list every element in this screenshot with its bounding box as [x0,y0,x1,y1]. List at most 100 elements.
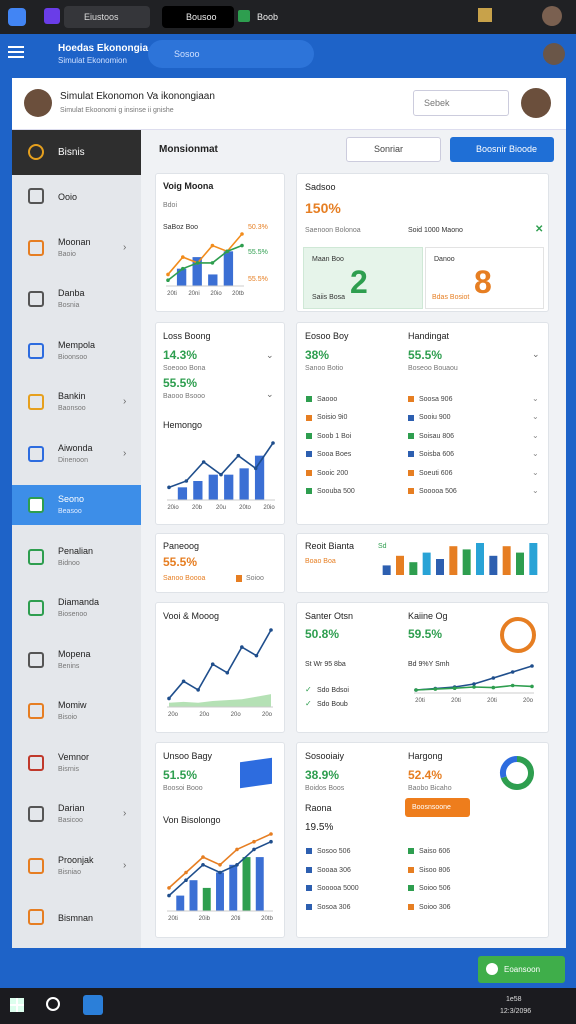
user-avatar[interactable] [543,43,565,65]
sidebar-label[interactable]: Mopena [58,648,91,659]
list-row: Soouba 500 [306,488,355,495]
list-label: Soouba 500 [317,488,355,495]
search-button[interactable] [46,997,60,1011]
tab[interactable] [162,6,234,28]
bar [202,887,211,911]
point [414,688,418,692]
chevron[interactable]: ⌄ [532,349,540,359]
bar [409,562,418,575]
chevron[interactable]: ⌄ [532,394,539,403]
tab[interactable] [64,6,150,28]
point [269,839,273,844]
list-row: Soob 1 Boi [306,433,351,440]
select-label[interactable]: Sonriar [374,144,404,154]
browser-icon[interactable] [8,8,26,26]
point [167,886,171,890]
sidebar-header-label[interactable]: Bisnis [58,147,85,158]
search-placeholder[interactable]: Sosoo [174,49,200,59]
search-box[interactable] [413,90,509,116]
chevron[interactable]: › [123,808,127,819]
button-label[interactable]: Boosnsoone [412,804,451,811]
sidebar-label[interactable]: Danba [58,288,85,298]
button-label[interactable]: Eoansoon [504,965,541,974]
list-row: Sooa Boes [306,451,351,458]
sidebar-label[interactable]: Vemnor [58,751,90,762]
sidebar-label[interactable]: Bankin [58,391,86,401]
list-label: Soob 1 Boi [317,432,352,440]
chevron[interactable]: ⌄ [266,350,274,360]
bar [192,257,202,286]
start-button[interactable] [10,998,24,1012]
list-row: Soosa 906 [408,396,452,403]
bar [208,274,218,286]
app-icon[interactable] [44,8,60,24]
button-icon [486,963,498,975]
point [184,878,188,882]
bar [382,565,391,575]
column-title: Santer Otsn [305,611,354,621]
select[interactable] [346,137,441,162]
extension-icon[interactable] [478,8,492,22]
chevron[interactable]: ⌄ [532,412,539,422]
sidebar-label[interactable]: Aiwonda [58,442,93,453]
sidebar-label[interactable]: Ooio [58,192,78,202]
primary-button[interactable] [450,137,554,162]
sidebar-label[interactable]: Proonjak [58,854,94,865]
tab-label[interactable]: Boob [257,12,279,22]
tab-label[interactable]: Bousoo [186,12,217,22]
taskbar-app[interactable] [83,995,103,1015]
subtitle: Raona [305,803,332,813]
bar [516,552,524,575]
chevron[interactable]: › [123,396,127,407]
point [236,453,241,458]
point [181,255,185,259]
donut [500,756,534,790]
chevron[interactable]: › [123,447,127,459]
sidebar-label[interactable]: Mempola [58,339,96,350]
swatch [306,451,312,458]
list-label: Sooic 200 [317,469,349,477]
column-title: Sosooiaiy [305,751,345,761]
sidebar-label[interactable]: Momiw [58,700,87,710]
swatch [306,848,312,855]
chevron[interactable]: › [123,241,127,253]
chevron[interactable]: ⌄ [266,389,274,399]
chevron[interactable]: ⌄ [532,467,539,477]
sidebar-label[interactable]: Penalian [58,545,94,556]
button-label[interactable]: Boosnir Bioode [476,144,538,154]
chevron[interactable]: ⌄ [532,486,539,495]
stat-caption: Bd 9%Y Smh [408,661,450,668]
bar [176,895,185,911]
swatch [408,885,414,892]
profile-avatar[interactable] [542,6,562,26]
x-tick-label: 20o [523,698,534,704]
chevron[interactable]: › [123,859,127,871]
stat-value: 19.5% [305,822,334,833]
tab-icon [238,10,250,22]
sidebar-label[interactable]: Bismnan [58,913,94,923]
swatch [306,469,312,476]
sidebar-label[interactable]: Moonan [58,236,91,247]
search-placeholder[interactable]: Sebek [424,98,450,108]
chevron[interactable]: ⌄ [532,430,539,440]
list-label: Soisio 9i0 [317,414,348,422]
list-row: Sooooa 506 [408,488,457,495]
section-title: Monsionmat [159,144,218,155]
button[interactable] [405,798,470,817]
line [168,629,272,699]
sidebar-sublabel: Bidnoo [58,559,80,567]
search-box[interactable] [148,40,314,68]
sidebar-icon [28,188,44,204]
bar [489,555,498,575]
swatch [408,848,414,855]
tag: Sd [378,543,387,550]
close-icon[interactable]: ✕ [535,224,544,235]
chevron[interactable]: ⌄ [532,449,539,459]
sidebar-icon [28,342,44,359]
sidebar-label[interactable]: Diamanda [58,597,100,607]
list-label: Soisba 606 [419,451,455,459]
tab-label[interactable]: Eiustoos [84,12,119,22]
sidebar-label[interactable]: Darian [58,803,85,813]
menu-icon[interactable] [8,46,24,48]
sidebar-label[interactable]: Seono [58,494,85,504]
